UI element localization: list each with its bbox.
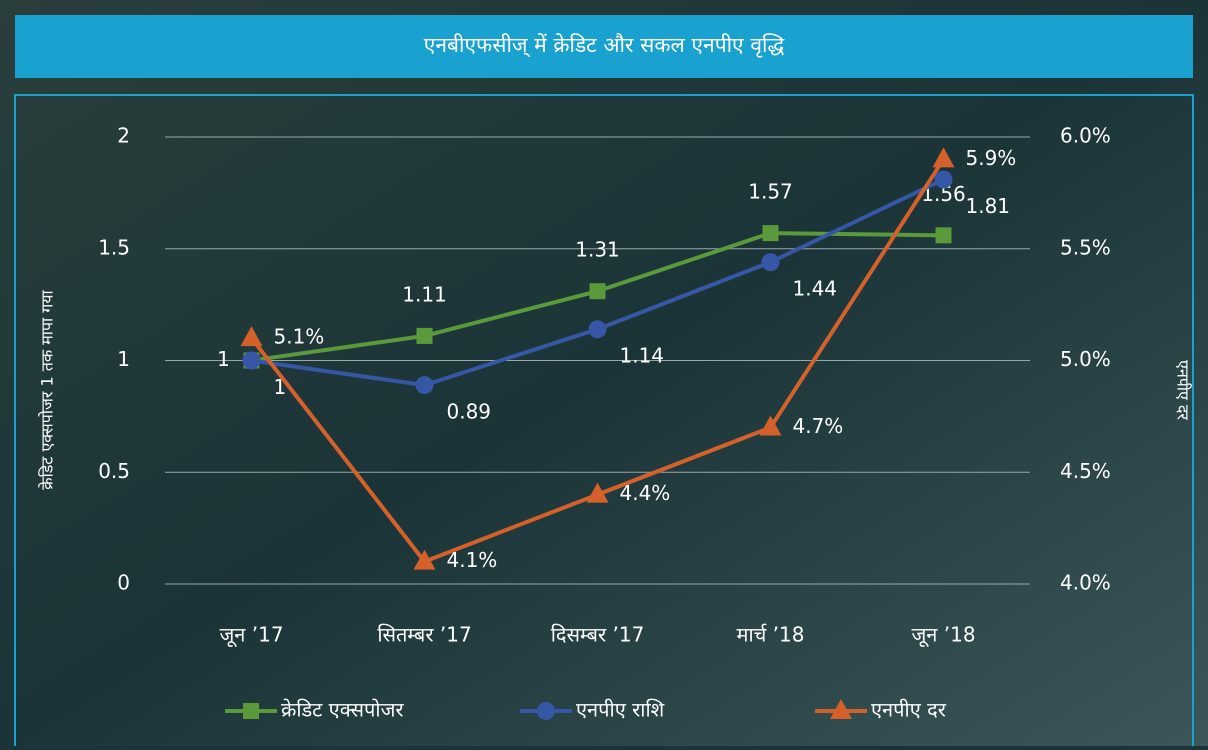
data-point [759,415,782,436]
data-label: 5.9% [966,146,1017,170]
data-point [762,225,779,242]
data-point [932,147,955,168]
data-label: 4.4% [620,481,671,505]
data-label: 1.44 [793,277,838,301]
data-point [934,170,953,189]
y-tick-label: 2 [117,124,130,148]
data-label: 0.89 [447,400,492,424]
data-point [240,326,263,347]
data-label: 1.57 [748,180,793,204]
y-tick-label: 0.5 [98,459,130,483]
data-point [242,351,261,370]
x-tick-label: मार्च ’18 [736,623,804,647]
data-label: 4.1% [447,548,498,572]
data-label: 1 [217,347,230,371]
data-label: 4.7% [793,414,844,438]
y2-tick-label: 4.5% [1060,459,1111,483]
x-tick-label: जून ’18 [911,623,975,648]
y2-tick-label: 6.0% [1060,124,1111,148]
y-tick-label: 0 [117,571,130,595]
data-label: 5.1% [274,325,325,349]
data-point [416,327,433,344]
chart-frame [14,94,1194,750]
data-point [589,283,606,300]
y2-tick-label: 5.0% [1060,347,1111,371]
data-label: 1.11 [402,282,447,306]
data-point [586,482,609,503]
data-label: 1.81 [966,194,1011,218]
y2-tick-label: 4.0% [1060,571,1111,595]
legend-marker [537,702,555,720]
y-axis-label: क्रेडिट एक्सपोजर 1 तक मापा गया [38,289,57,489]
y-tick-label: 1 [117,347,130,371]
legend-marker [830,699,852,719]
y-tick-label: 1.5 [98,235,130,259]
x-tick-label: सितम्बर ’17 [377,623,471,647]
y2-tick-label: 5.5% [1060,235,1111,259]
data-point [588,320,607,339]
legend-marker [243,703,259,719]
legend-label: क्रेडिट एक्सपोजर [281,698,404,722]
chart-title: एनबीएफसीज् में क्रेडिट और सकल एनपीए वृद्… [424,33,785,58]
data-point [761,253,780,272]
data-label: 1.31 [575,238,620,262]
data-label: 1.14 [620,344,665,368]
legend-label: एनपीए राशि [576,698,665,722]
data-point [415,376,434,395]
y2-axis-label: एनपीए दर [1174,360,1193,420]
title-bar [15,15,1193,78]
x-tick-label: जून ’17 [219,623,283,648]
legend-label: एनपीए दर [871,698,947,722]
data-point [413,549,436,570]
data-point [935,227,952,244]
x-tick-label: दिसम्बर ’17 [551,623,645,647]
